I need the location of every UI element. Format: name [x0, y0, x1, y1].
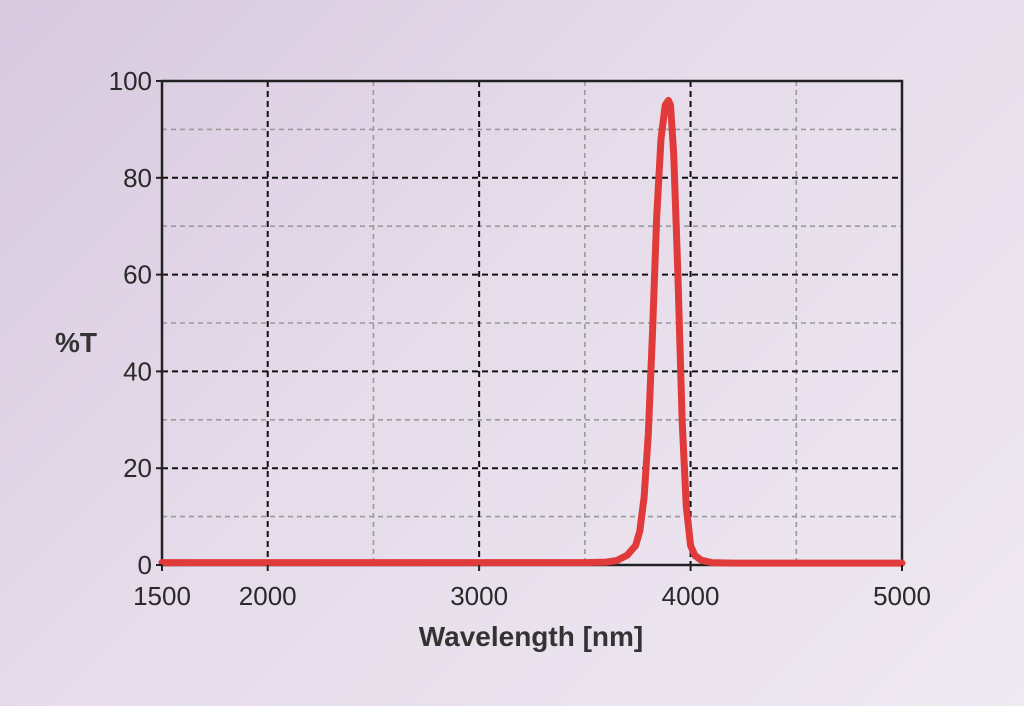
major-grid	[162, 81, 902, 565]
x-tick-label: 5000	[873, 581, 931, 611]
y-tick-label: 80	[123, 163, 152, 193]
y-axis-label: %T	[55, 327, 97, 358]
x-tick-label: 4000	[662, 581, 720, 611]
y-tick-label: 60	[123, 260, 152, 290]
y-tick-label: 100	[109, 66, 152, 96]
y-tick-label: 0	[138, 550, 152, 580]
transmission-curve	[158, 96, 906, 567]
x-tick-label: 2000	[239, 581, 297, 611]
x-tick-label: 1500	[133, 581, 191, 611]
minor-grid	[162, 81, 902, 565]
x-axis-label: Wavelength [nm]	[419, 621, 644, 652]
y-tick-label: 20	[123, 453, 152, 483]
y-tick-labels: 0 20 40 60 80 100	[109, 66, 162, 580]
y-tick-label: 40	[123, 356, 152, 386]
series-layer	[158, 96, 906, 567]
x-tick-labels: 1500 2000 3000 4000 5000	[133, 565, 931, 611]
x-tick-label: 3000	[450, 581, 508, 611]
